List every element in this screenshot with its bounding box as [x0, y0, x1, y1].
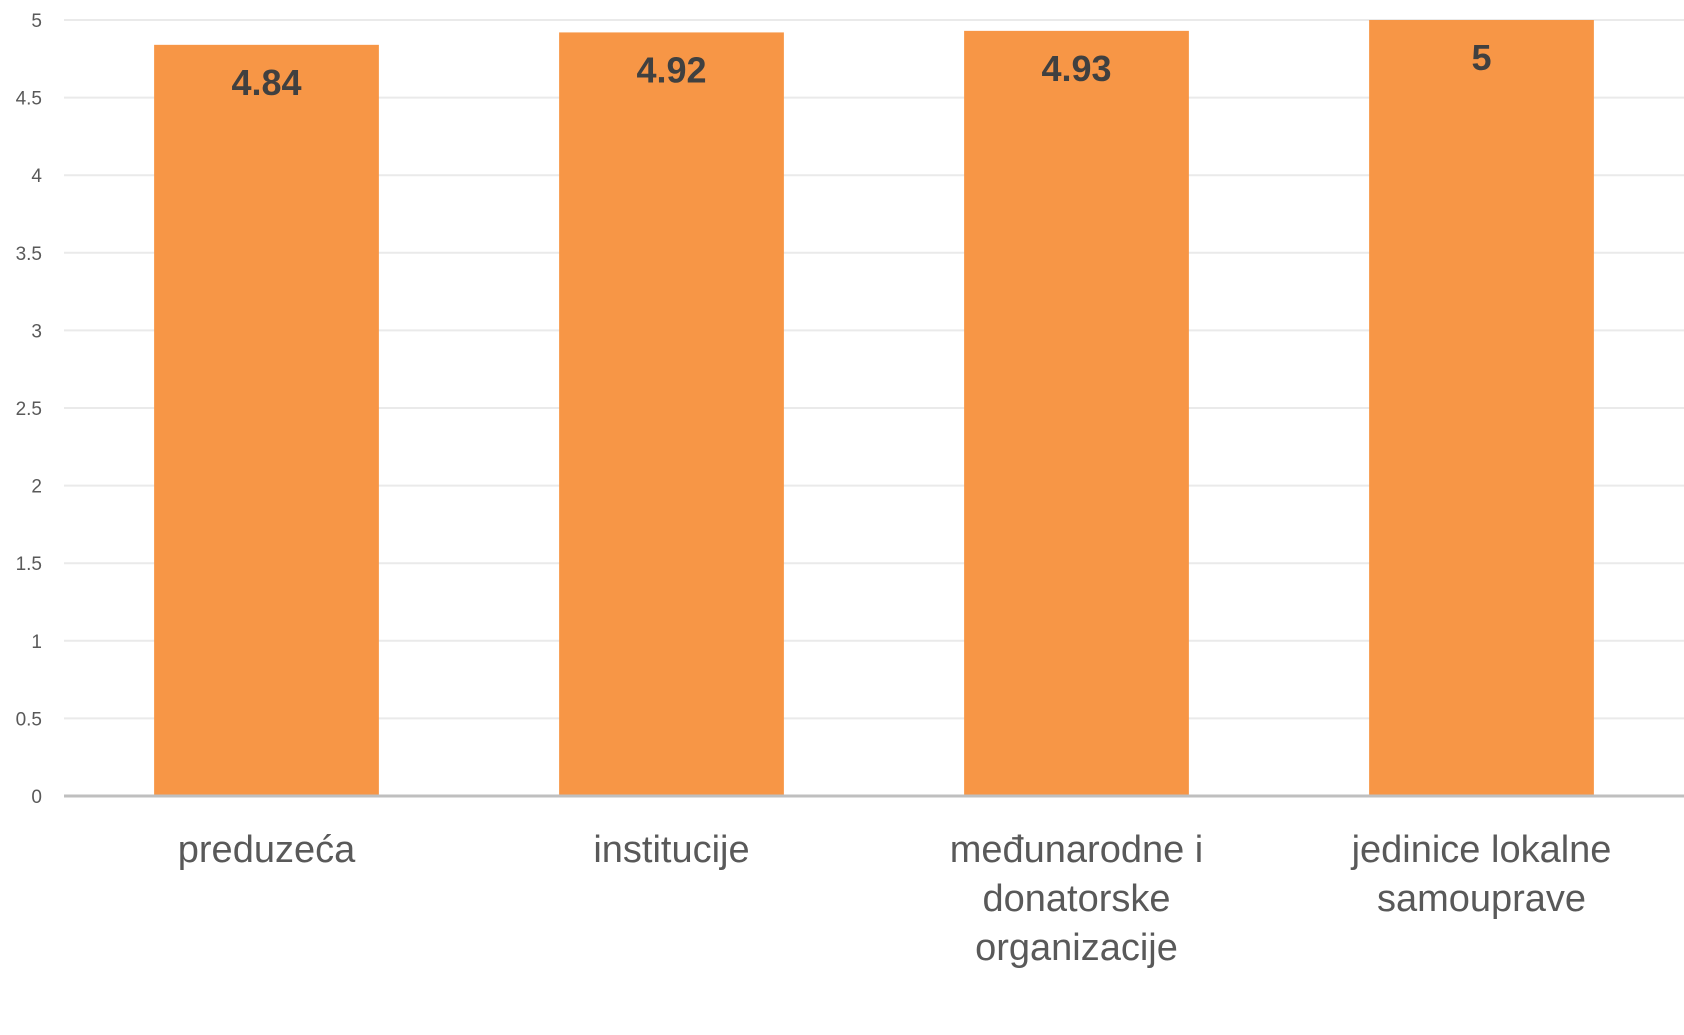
x-category-line: preduzeća	[178, 829, 356, 871]
data-label: 5	[1471, 37, 1491, 78]
x-category-label: jedinice lokalne samouprave	[1351, 829, 1612, 920]
bar	[1369, 20, 1594, 796]
y-tick-label: 3.5	[16, 244, 42, 265]
x-category-line: institucije	[593, 829, 749, 871]
y-tick-label: 2	[31, 477, 42, 498]
x-axis-categories: preduzeća institucije međunarodne i donator…	[178, 829, 1612, 969]
x-category-line: organizacije	[975, 927, 1178, 969]
y-tick-label: 1.5	[16, 554, 42, 575]
bars	[154, 20, 1594, 796]
bar	[559, 32, 784, 796]
x-category-label: institucije	[593, 829, 749, 871]
y-tick-label: 3	[31, 321, 42, 342]
bar	[154, 44, 379, 796]
x-category-label: međunarodne i donatorske organizacije	[950, 829, 1204, 969]
y-tick-label: 0	[31, 787, 42, 808]
data-labels: 4.84 4.92 4.93 5	[231, 37, 1491, 103]
bar	[964, 30, 1189, 796]
y-tick-label: 2.5	[16, 399, 42, 420]
data-label: 4.93	[1041, 48, 1111, 89]
data-label: 4.92	[636, 49, 706, 90]
y-tick-label: 1	[31, 632, 42, 653]
x-category-line: međunarodne i	[950, 829, 1204, 871]
y-tick-label: 5	[31, 11, 42, 32]
x-category-line: donatorske	[982, 878, 1170, 920]
x-category-label: preduzeća	[178, 829, 356, 871]
y-tick-label: 0.5	[16, 709, 42, 730]
y-tick-label: 4	[31, 166, 42, 187]
y-axis-ticks: 0 0.5 1 1.5 2 2.5 3 3.5 4 4.5 5	[16, 11, 43, 808]
x-category-line: jedinice lokalne	[1351, 829, 1612, 871]
y-tick-label: 4.5	[16, 89, 42, 110]
data-label: 4.84	[231, 62, 301, 103]
x-category-line: samouprave	[1377, 878, 1586, 920]
